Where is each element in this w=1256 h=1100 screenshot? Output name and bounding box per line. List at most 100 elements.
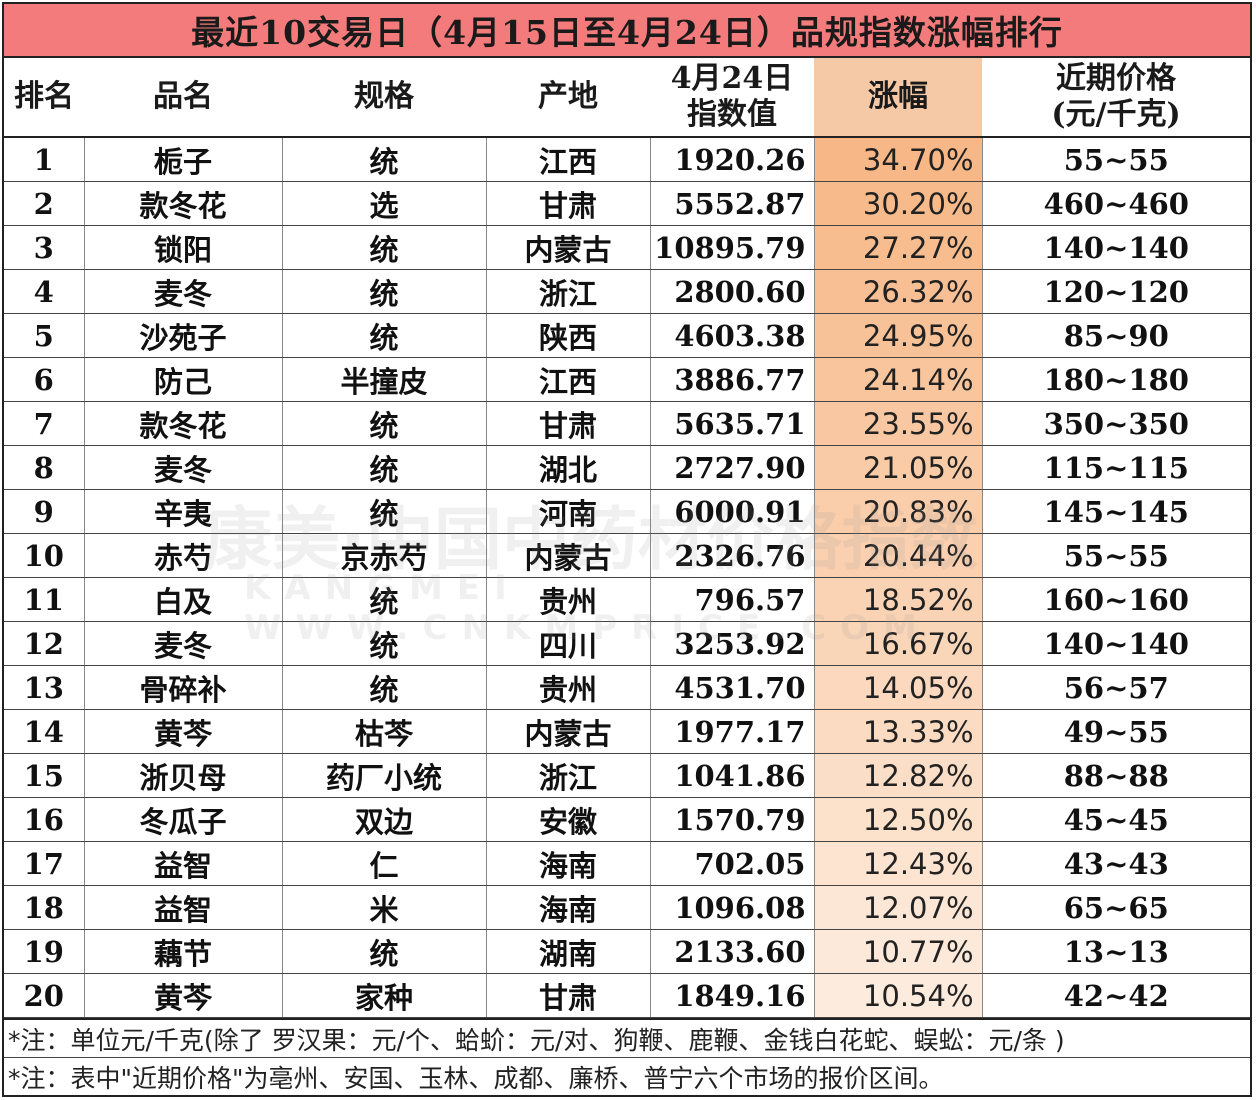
header-index-date: 4月24日 [670, 61, 794, 96]
cell-spec: 统 [282, 269, 487, 314]
cell-spec: 枯芩 [282, 709, 487, 754]
cell-price: 115~115 [982, 445, 1250, 490]
cell-origin: 甘肃 [486, 973, 651, 1018]
cell-index: 4603.38 [650, 313, 815, 358]
cell-name: 益智 [84, 885, 283, 930]
cell-index: 5552.87 [650, 181, 815, 226]
cell-change: 12.07% [814, 885, 983, 930]
cell-spec: 统 [282, 621, 487, 666]
cell-index: 796.57 [650, 577, 815, 622]
table-row: 12 麦冬统四川 3253.92 16.67% 140~140 [4, 621, 1250, 666]
cell-index: 1849.16 [650, 973, 815, 1018]
table-row: 13 骨碎补统贵州 4531.70 14.05% 56~57 [4, 665, 1250, 710]
table-row: 6 防己 半撞皮 江西 3886.77 24.14% 180~180 [4, 357, 1250, 402]
cell-name: 浙贝母 [84, 753, 283, 798]
header-name: 品名 [84, 58, 282, 138]
table-row: 4 麦冬统浙江 2800.60 26.32% 120~120 [4, 269, 1250, 314]
table-row: 5 沙苑子统陕西 4603.38 24.95% 85~90 [4, 313, 1250, 358]
header-index-label: 指数值 [687, 97, 777, 132]
cell-price: 49~55 [982, 709, 1250, 754]
cell-index: 4531.70 [650, 665, 815, 710]
cell-index: 2133.60 [650, 929, 815, 974]
cell-price: 42~42 [982, 973, 1250, 1018]
cell-index: 3886.77 [650, 357, 815, 402]
cell-spec: 仁 [282, 841, 487, 886]
header-index: 4月24日 指数值 [650, 58, 814, 138]
cell-origin: 甘肃 [486, 181, 651, 226]
cell-spec: 统 [282, 401, 487, 446]
cell-price: 140~140 [982, 225, 1250, 270]
cell-price: 88~88 [982, 753, 1250, 798]
cell-index: 2727.90 [650, 445, 815, 490]
cell-price: 13~13 [982, 929, 1250, 974]
cell-origin: 内蒙古 [486, 533, 651, 578]
table-row: 9 辛夷统河南 6000.91 20.83% 145~145 [4, 489, 1250, 534]
cell-rank: 19 [4, 929, 85, 974]
cell-spec: 家种 [282, 973, 487, 1018]
cell-origin: 湖南 [486, 929, 651, 974]
cell-spec: 半撞皮 [282, 357, 487, 402]
cell-price: 55~55 [982, 533, 1250, 578]
cell-name: 款冬花 [84, 401, 283, 446]
cell-price: 85~90 [982, 313, 1250, 358]
cell-change: 20.83% [814, 489, 983, 534]
cell-origin: 安徽 [486, 797, 651, 842]
cell-name: 辛夷 [84, 489, 283, 534]
cell-spec: 统 [282, 225, 487, 270]
note-unit: *注：单位元/千克(除了 罗汉果：元/个、蛤蚧：元/对、狗鞭、鹿鞭、金钱白花蛇、… [4, 1020, 1250, 1058]
cell-origin: 贵州 [486, 577, 651, 622]
title-bar: 最近10交易日（4月15日至4月24日）品规指数涨幅排行 [4, 4, 1250, 58]
cell-name: 黄芩 [84, 973, 283, 1018]
table-row: 17 益智仁海南 702.05 12.43% 43~43 [4, 841, 1250, 886]
table-row: 18 益智米海南 1096.08 12.07% 65~65 [4, 885, 1250, 930]
table-row: 10 赤芍 京赤芍 内蒙古 2326.76 20.44% 55~55 [4, 533, 1250, 578]
header-price-unit: (元/千克) [1051, 97, 1181, 132]
ranking-table: 排名 品名 规格 产地 4月24日 指数值 涨幅 近期价格 (元/千克) 1 栀子… [4, 58, 1250, 1018]
cell-spec: 药厂小统 [282, 753, 487, 798]
table-row: 19 藕节统湖南 2133.60 10.77% 13~13 [4, 929, 1250, 974]
cell-spec: 米 [282, 885, 487, 930]
cell-rank: 15 [4, 753, 85, 798]
cell-spec: 统 [282, 313, 487, 358]
cell-rank: 5 [4, 313, 85, 358]
cell-change: 16.67% [814, 621, 983, 666]
cell-price: 45~45 [982, 797, 1250, 842]
cell-change: 13.33% [814, 709, 983, 754]
table-row: 15 浙贝母 药厂小统 浙江 1041.86 12.82% 88~88 [4, 753, 1250, 798]
cell-spec: 统 [282, 577, 487, 622]
cell-price: 55~55 [982, 137, 1250, 182]
header-price-label: 近期价格 [1056, 61, 1176, 96]
cell-rank: 20 [4, 973, 85, 1018]
cell-name: 沙苑子 [84, 313, 283, 358]
cell-change: 21.05% [814, 445, 983, 490]
cell-spec: 统 [282, 665, 487, 710]
cell-change: 24.14% [814, 357, 983, 402]
cell-price: 350~350 [982, 401, 1250, 446]
cell-origin: 贵州 [486, 665, 651, 710]
cell-name: 益智 [84, 841, 283, 886]
cell-change: 34.70% [814, 137, 983, 182]
cell-index: 5635.71 [650, 401, 815, 446]
cell-rank: 4 [4, 269, 85, 314]
notes-section: *注：单位元/千克(除了 罗汉果：元/个、蛤蚧：元/对、狗鞭、鹿鞭、金钱白花蛇、… [4, 1018, 1250, 1095]
cell-origin: 江西 [486, 137, 651, 182]
table-row: 11 白及统贵州 796.57 18.52% 160~160 [4, 577, 1250, 622]
table-row: 7 款冬花统甘肃 5635.71 23.55% 350~350 [4, 401, 1250, 446]
header-rank: 排名 [4, 58, 84, 138]
cell-index: 702.05 [650, 841, 815, 886]
table-row: 8 麦冬统湖北 2727.90 21.05% 115~115 [4, 445, 1250, 490]
cell-price: 460~460 [982, 181, 1250, 226]
cell-rank: 13 [4, 665, 85, 710]
cell-price: 140~140 [982, 621, 1250, 666]
cell-index: 1977.17 [650, 709, 815, 754]
cell-origin: 海南 [486, 841, 651, 886]
cell-origin: 甘肃 [486, 401, 651, 446]
table-body: 1 栀子统江西 1920.26 34.70% 55~55 2 款冬花选甘肃 5552.87 30… [4, 137, 1250, 1018]
cell-change: 10.54% [814, 973, 983, 1018]
cell-index: 1096.08 [650, 885, 815, 930]
header-origin: 产地 [486, 58, 650, 138]
cell-rank: 1 [4, 137, 85, 182]
cell-rank: 2 [4, 181, 85, 226]
cell-index: 2800.60 [650, 269, 815, 314]
